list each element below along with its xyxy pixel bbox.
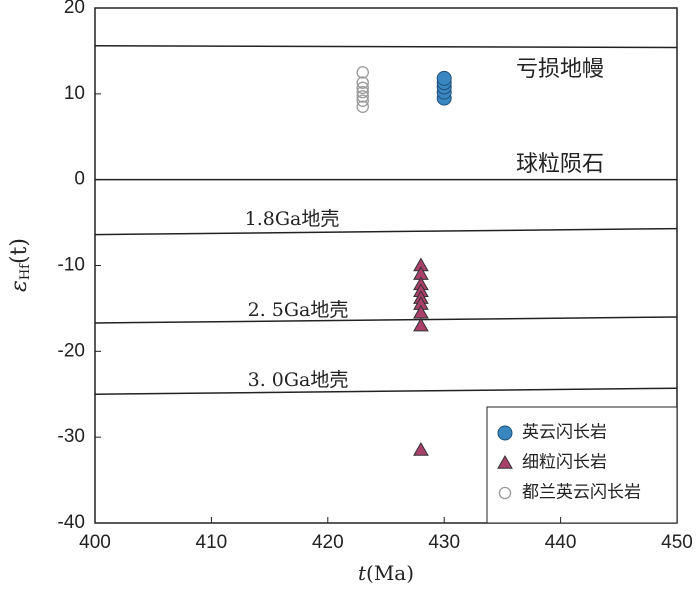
x-tick-label: 450: [661, 532, 693, 553]
legend-label: 都兰英云闪长岩: [522, 483, 641, 503]
y-tick-label: -20: [58, 340, 85, 361]
reference-label: 2. 5Ga地壳: [248, 299, 349, 321]
marker: [356, 66, 369, 79]
legend-marker: [497, 454, 513, 469]
legend-label: 细粒闪长岩: [522, 453, 607, 473]
reference-line: [94, 387, 678, 395]
legend-marker: [497, 425, 513, 441]
reference-line: [94, 45, 678, 49]
x-tick-label: 400: [79, 532, 111, 553]
y-tick-label: -10: [58, 255, 85, 276]
y-tick-label: 20: [64, 0, 85, 18]
legend-box: [486, 406, 678, 524]
y-axis-label: εHf(t): [7, 238, 33, 292]
y-tick-label: -40: [58, 512, 85, 533]
marker: [356, 81, 369, 95]
marker: [356, 100, 369, 113]
y-tick-label: 10: [64, 83, 85, 104]
x-tick-label: 440: [545, 532, 577, 553]
legend-marker: [498, 486, 512, 500]
marker: [436, 70, 452, 86]
marker: [356, 94, 369, 107]
reference-label: 3. 0Ga地壳: [248, 369, 349, 391]
reference-label: 亏损地幔: [516, 57, 604, 82]
y-tick-label: -30: [58, 426, 85, 447]
marker: [413, 317, 429, 332]
x-tick-label: 420: [312, 532, 344, 553]
marker: [356, 85, 369, 99]
x-axis-label: t(Ma): [358, 561, 414, 585]
x-tick-label: 410: [196, 532, 228, 553]
legend-label: 英云闪长岩: [522, 423, 607, 443]
y-tick-label: 0: [74, 169, 85, 190]
x-tick-label: 430: [428, 532, 460, 553]
reference-label: 球粒陨石: [516, 152, 604, 177]
marker: [413, 442, 429, 456]
reference-line: [94, 316, 678, 324]
marker: [356, 90, 369, 103]
reference-line: [94, 227, 678, 236]
reference-label: 1.8Ga地壳: [245, 208, 340, 230]
marker: [356, 76, 369, 89]
